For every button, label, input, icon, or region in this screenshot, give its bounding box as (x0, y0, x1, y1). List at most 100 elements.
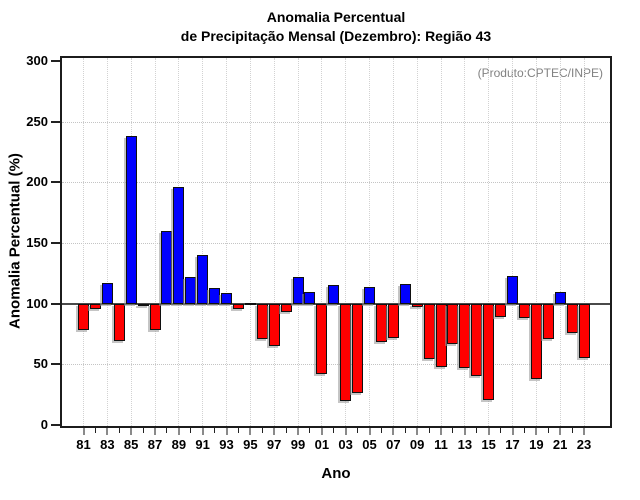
bar-95 (244, 302, 256, 305)
x-axis-tick-label: 89 (171, 437, 187, 452)
x-axis-tick-major (583, 428, 585, 435)
x-axis-tick-major (487, 428, 490, 435)
x-axis-tick-major (249, 428, 252, 435)
bar-21 (554, 291, 566, 304)
gridline-horizontal (62, 121, 610, 123)
bar-13 (459, 303, 471, 368)
bar-94 (232, 303, 244, 309)
y-axis-tick-label: 150 (26, 235, 48, 250)
gridline-vertical (345, 58, 347, 426)
x-axis-tick-label: 81 (76, 437, 91, 452)
gridline-vertical (512, 58, 513, 426)
x-axis-tick-minor (500, 428, 502, 433)
x-axis-tick-major (177, 428, 180, 435)
gridline-vertical (154, 58, 156, 426)
x-axis-tick-label: 83 (100, 437, 115, 452)
y-axis-tick (51, 60, 60, 62)
bar-11 (435, 303, 447, 367)
y-axis-tick (51, 242, 60, 244)
bar-08 (399, 284, 411, 304)
gridline-vertical (226, 58, 227, 426)
bar-09 (411, 303, 423, 308)
bar-07 (387, 303, 399, 338)
bar-98 (280, 303, 292, 313)
bar-87 (149, 303, 161, 331)
x-axis-tick-major (440, 428, 442, 435)
x-axis-tick-minor (261, 428, 263, 433)
gridline-horizontal (62, 243, 610, 244)
gridline-vertical (535, 58, 537, 426)
bar-15 (483, 303, 495, 400)
x-axis-tick-major (559, 428, 562, 435)
bar-89 (173, 187, 185, 304)
gridline-vertical (416, 58, 418, 426)
bar-10 (423, 303, 435, 360)
x-axis-tick-major (416, 428, 419, 435)
gridline-vertical (83, 58, 84, 426)
chart-title-line2: de Precipitação Mensal (Dezembro): Regiã… (180, 28, 492, 44)
baseline-100 (62, 302, 610, 305)
x-axis-tick-major (463, 428, 466, 435)
x-axis-tick-label: 17 (505, 437, 520, 452)
x-axis-tick-minor (118, 428, 120, 433)
x-axis-tick-label: 13 (457, 437, 473, 452)
gridline-vertical (249, 58, 251, 426)
x-axis-tick-label: 09 (409, 437, 425, 452)
x-axis-tick-minor (166, 428, 168, 433)
bar-18 (518, 303, 530, 319)
bar-99 (292, 276, 304, 304)
x-axis-tick-minor (309, 428, 311, 433)
bar-84 (113, 303, 125, 342)
y-axis-tick (51, 181, 60, 184)
gridline-vertical (106, 58, 108, 426)
x-axis-tick-major (320, 428, 323, 435)
y-axis-tick-label: 0 (40, 417, 48, 432)
y-axis-tick-label: 50 (33, 356, 48, 372)
bar-92 (209, 287, 221, 304)
x-axis-tick-major (273, 428, 276, 435)
bar-02 (328, 285, 340, 304)
x-axis-tick-minor (214, 428, 216, 433)
bar-82 (89, 303, 101, 309)
x-axis-tick-major (297, 428, 299, 435)
x-axis-tick-label: 21 (552, 437, 568, 452)
y-axis-tick (51, 120, 60, 123)
x-axis-tick-label: 97 (266, 437, 282, 452)
y-axis-tick-label: 300 (26, 53, 48, 68)
x-axis-tick-major (511, 428, 514, 435)
x-axis-tick-label: 85 (123, 437, 139, 452)
x-axis-tick-minor (404, 428, 406, 433)
bar-86 (137, 303, 149, 307)
product-annotation: (Produto:CPTEC/INPE) (477, 66, 603, 80)
bar-93 (221, 292, 232, 304)
x-axis-tick-minor (357, 428, 359, 433)
x-axis-tick-label: 05 (362, 437, 377, 452)
bar-04 (352, 303, 364, 394)
x-axis-tick-label: 95 (243, 437, 258, 452)
bar-16 (495, 303, 507, 317)
bar-01 (316, 303, 328, 375)
gridline-vertical (369, 58, 370, 426)
bar-96 (256, 303, 268, 339)
bar-85 (125, 136, 137, 304)
x-axis-tick-major (130, 428, 133, 435)
bar-05 (364, 286, 375, 304)
x-axis-tick-major (344, 428, 347, 435)
bar-14 (471, 303, 483, 377)
gridline-vertical (392, 58, 394, 426)
bar-88 (161, 230, 173, 304)
bar-91 (197, 255, 209, 304)
y-axis-tick (51, 302, 60, 305)
x-axis-tick-minor (428, 428, 430, 433)
x-axis-tick-label: 93 (219, 437, 234, 452)
x-axis-tick-major (201, 428, 204, 435)
plot-area: (Produto:CPTEC/INPE) 0 50 100 150 200 250 300 8… (26, 53, 612, 452)
bar-03 (340, 303, 352, 401)
x-axis-tick-label: 15 (481, 437, 496, 452)
x-axis-tick-label: 07 (386, 437, 401, 452)
x-axis-tick-major (368, 428, 371, 435)
x-axis-tick-major (535, 428, 538, 435)
gridline-horizontal (62, 364, 610, 366)
gridline-vertical (559, 58, 561, 426)
gridline-vertical (488, 58, 490, 426)
